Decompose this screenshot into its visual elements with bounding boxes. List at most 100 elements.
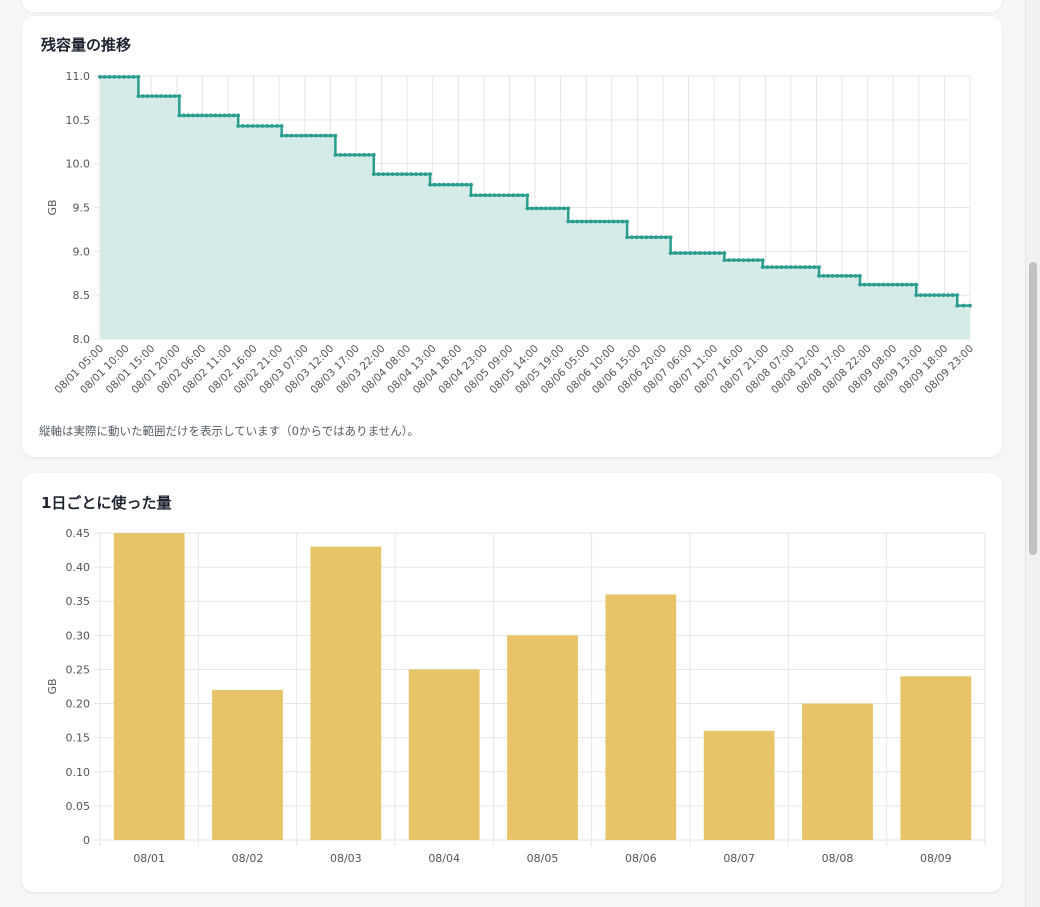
y-tick-label: 0.10 [66,766,91,779]
data-point [793,265,798,270]
data-point [204,113,209,118]
data-point [428,172,432,177]
data-point [803,265,807,270]
data-point [255,124,260,128]
data-point [950,293,955,298]
data-point [487,193,492,198]
data-point [593,219,598,224]
data-point [428,182,432,187]
data-point [483,193,488,198]
data-point [343,153,347,157]
y-tick-label: 8.0 [73,333,91,346]
data-point [570,219,575,224]
data-point [381,172,386,177]
data-point [520,193,525,198]
data-point [385,172,390,177]
bar [408,669,480,840]
area-fill [100,76,970,340]
data-point [654,235,659,240]
data-point [736,258,741,262]
data-point [469,193,473,198]
data-point [722,251,727,255]
data-point [333,153,338,157]
data-point [890,282,895,287]
data-point [543,206,548,211]
bar [605,594,677,840]
data-point [126,74,131,79]
data-point [955,303,960,308]
data-point [371,172,376,177]
data-point [602,219,607,224]
data-point [209,113,213,118]
data-point [607,219,611,224]
data-point [131,74,136,79]
data-point [566,206,571,211]
data-point [460,182,464,187]
data-point [589,219,593,224]
data-point [529,206,534,211]
data-point [774,265,779,270]
data-point [469,182,473,187]
data-point [630,235,634,240]
data-point [437,182,442,187]
data-point [328,133,333,138]
data-point [313,133,318,138]
remaining-capacity-card: 残容量の推移 8.0 8.5 9.0 9.5 10.0 10.5 11.0 GB 08/01 0… [22,16,1002,457]
data-point [279,133,284,138]
data-point [904,282,909,287]
data-point [561,206,566,211]
data-point [265,124,270,128]
x-tick-label: 08/02 [232,852,264,865]
bar [703,730,775,840]
data-point [765,265,770,270]
data-point [289,133,294,138]
data-point [961,303,966,308]
data-point [557,206,562,211]
data-point [848,273,853,278]
y-tick-label: 10.0 [66,158,91,171]
data-point [294,133,299,138]
x-tick-label: 08/08 [822,852,854,865]
data-point [371,153,376,157]
previous-card-edge [22,0,1002,12]
data-point [525,206,530,211]
data-point [798,265,803,270]
daily-usage-chart: 0 0.05 0.10 0.15 0.20 0.25 0.30 0.35 0.40 0.45 GB 0… [46,527,986,865]
data-point [673,251,678,255]
data-point [968,303,972,308]
data-point [760,265,765,270]
data-point [937,293,941,298]
data-point [914,282,919,287]
data-point [548,206,552,211]
data-point [918,293,923,298]
data-point [946,293,951,298]
data-point [450,182,455,187]
y-tick-label: 0.30 [66,629,91,642]
y-tick-label: 11.0 [66,70,91,83]
data-point [145,94,150,99]
data-point [168,94,173,99]
data-point [446,182,451,187]
data-point [839,273,844,278]
data-point [853,273,858,278]
bar [113,533,185,840]
data-point [250,124,255,128]
data-point [511,193,516,198]
data-point [835,273,840,278]
data-point [338,153,343,157]
data-point [616,219,620,224]
y-tick-label: 0 [83,834,90,847]
data-point [177,94,182,99]
data-point [746,258,751,262]
data-point [409,172,414,177]
bar [900,676,972,840]
data-point [727,258,732,262]
data-point [760,258,765,262]
data-point [245,124,250,128]
data-point [584,219,589,224]
daily-usage-title: 1日ごとに使った量 [41,494,172,512]
scrollbar-thumb[interactable] [1029,262,1037,555]
data-point [333,133,338,138]
data-point [807,265,812,270]
y-tick-label: 9.0 [73,245,91,258]
